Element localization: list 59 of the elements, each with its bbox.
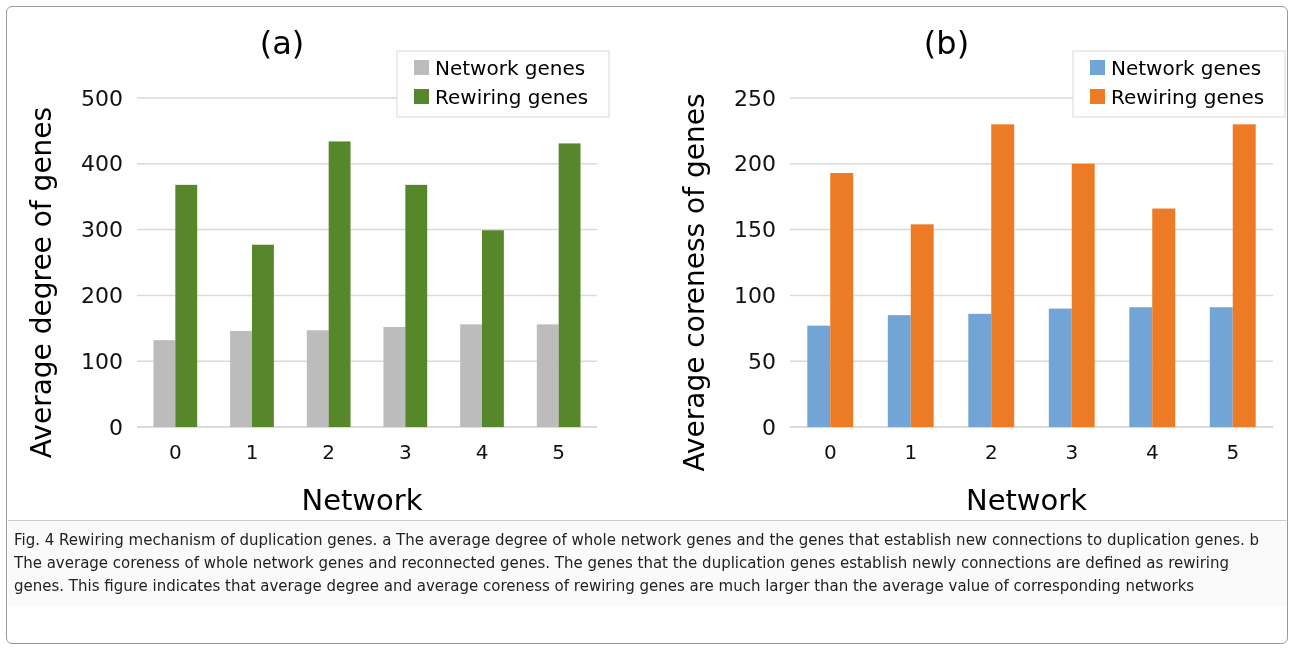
bar	[153, 340, 176, 427]
bar	[230, 330, 252, 427]
bar	[1129, 307, 1153, 427]
y-tick-label: 250	[734, 85, 776, 111]
x-tick-label: 0	[823, 440, 837, 465]
bar	[910, 224, 934, 427]
y-tick-label: 0	[109, 414, 123, 440]
x-tick-label: 5	[552, 440, 566, 465]
bar	[328, 141, 351, 427]
bar	[536, 324, 559, 427]
x-axis-title: Network	[301, 483, 423, 517]
bar	[482, 230, 504, 427]
y-axis-title: Average degree of genes	[25, 106, 58, 459]
y-axis-title: Average coreness of genes	[678, 93, 711, 472]
bar	[405, 184, 428, 427]
bar	[1071, 163, 1095, 427]
legend-label: Rewiring genes	[1111, 85, 1265, 109]
y-tick-label: 150	[734, 217, 776, 243]
y-tick-label: 400	[81, 151, 123, 177]
bar	[1232, 124, 1256, 427]
bar	[991, 124, 1015, 427]
bar	[460, 324, 482, 427]
legend-label: Rewiring genes	[435, 85, 589, 109]
x-tick-label: 0	[168, 440, 182, 465]
bar	[1048, 308, 1072, 427]
bar	[558, 143, 581, 427]
bar	[306, 330, 329, 427]
y-tick-label: 50	[748, 348, 776, 374]
caption: Fig. 4 Rewiring mechanism of duplication genes. a The average degree of whole network genes and the genes that establish new connections to duplication genes. b The average coreness of whole network genes and reconnected genes. The genes that the duplication genes establish newly connections are defined as rewiring genes. This figure indicates that average degree and average coreness of rewiring genes are much larger than the average value of corresponding networks	[14, 530, 1261, 597]
bar	[807, 325, 831, 427]
bar	[175, 184, 198, 427]
y-tick-label: 300	[81, 217, 123, 243]
bar	[830, 173, 854, 427]
bar	[968, 313, 992, 427]
x-tick-label: 4	[475, 440, 489, 465]
y-tick-label: 500	[81, 85, 123, 111]
x-tick-label: 5	[1226, 440, 1240, 465]
x-tick-label: 1	[904, 440, 918, 465]
x-tick-label: 1	[245, 440, 259, 465]
bar	[887, 315, 911, 427]
bar	[383, 326, 406, 427]
y-tick-label: 0	[762, 414, 776, 440]
x-axis-title: Network	[965, 483, 1088, 517]
chart-title: (b)	[923, 24, 970, 62]
x-tick-label: 3	[1065, 440, 1079, 465]
x-tick-label: 3	[398, 440, 412, 465]
y-tick-label: 200	[734, 151, 776, 177]
y-tick-label: 100	[734, 282, 776, 308]
x-tick-label: 2	[984, 440, 998, 465]
y-tick-label: 100	[81, 348, 123, 374]
legend-label: Network genes	[1111, 56, 1262, 80]
bar	[1209, 307, 1233, 427]
legend-label: Network genes	[435, 56, 586, 80]
bar	[1152, 208, 1176, 427]
x-tick-label: 4	[1145, 440, 1159, 465]
x-tick-label: 2	[322, 440, 336, 465]
chart-title: (a)	[259, 24, 305, 62]
y-tick-label: 200	[81, 282, 123, 308]
bar	[252, 244, 274, 427]
